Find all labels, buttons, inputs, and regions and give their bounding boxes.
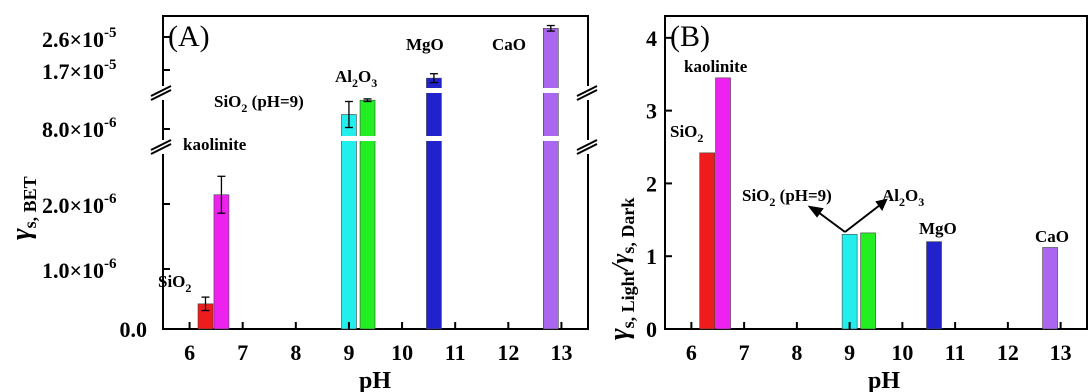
bar-label-sio2-ph9: SiO2 (pH=9) bbox=[742, 186, 832, 209]
bar-break-gap bbox=[340, 136, 358, 141]
bar-label-kaolinite: kaolinite bbox=[684, 57, 748, 76]
x-tick-label: 12 bbox=[497, 340, 519, 365]
panel-a-tag: (A) bbox=[168, 20, 210, 53]
x-tick-label: 9 bbox=[343, 340, 354, 365]
axis-break-markers bbox=[150, 85, 598, 155]
panel-b-y-ticks: 0 1 2 3 4 bbox=[646, 26, 672, 342]
y-axis-title-a: γs, BET bbox=[6, 176, 40, 240]
bar-label-al2o3: Al2O3 bbox=[882, 186, 924, 209]
y-tick-label: 2.6×10-5 bbox=[42, 25, 117, 52]
panel-b-frame bbox=[664, 15, 1088, 330]
x-axis-title-b: pH bbox=[868, 368, 900, 392]
y-tick-label: 0.0 bbox=[120, 317, 148, 342]
bar-break-gap bbox=[425, 136, 443, 141]
bar-kaolinite bbox=[213, 194, 230, 330]
bar-break-gap bbox=[542, 136, 560, 141]
y-tick-label: 4 bbox=[646, 26, 657, 51]
panel-a: (A) 0.0 1.0×10-6 2.0×10-6 8.0×10-6 1.7×1… bbox=[6, 15, 598, 392]
bar-cao bbox=[1042, 247, 1058, 330]
y-tick-marks bbox=[163, 36, 588, 330]
bar-label-mgo: MgO bbox=[406, 35, 444, 54]
bar-mgo bbox=[926, 241, 942, 330]
bar-sio2-ph-9 bbox=[841, 234, 858, 330]
y-axis-title-b: γs, Light/γs, Dark bbox=[604, 198, 638, 340]
bar-cao bbox=[543, 28, 559, 330]
x-tick-label: 7 bbox=[237, 340, 248, 365]
panel-a-frame bbox=[162, 15, 589, 330]
x-tick-label: 10 bbox=[391, 340, 413, 365]
bar-al2o3 bbox=[860, 232, 876, 330]
panel-b-tag: (B) bbox=[670, 20, 710, 53]
x-tick-label: 6 bbox=[686, 340, 697, 365]
bar-break-gap bbox=[359, 136, 377, 141]
panel-b-bars bbox=[699, 77, 1058, 330]
y-tick-label: 1.0×10-6 bbox=[42, 256, 117, 283]
panel-a-x-ticks: 6 7 8 9 10 11 12 13 bbox=[184, 322, 572, 365]
x-tick-label: 8 bbox=[791, 340, 802, 365]
bar-sio2 bbox=[699, 152, 716, 330]
bar-break-gap bbox=[542, 88, 560, 93]
bar-label-cao: CaO bbox=[1035, 227, 1069, 246]
bar-sio2-ph-9 bbox=[341, 114, 357, 330]
x-tick-label: 13 bbox=[550, 340, 572, 365]
y-tick-label: 8.0×10-6 bbox=[42, 115, 117, 142]
y-tick-label: 1.7×10-5 bbox=[42, 57, 117, 84]
y-tick-label: 1 bbox=[646, 244, 657, 269]
panel-a-bars bbox=[197, 24, 560, 330]
x-tick-label: 10 bbox=[891, 340, 913, 365]
x-tick-label: 9 bbox=[844, 340, 855, 365]
x-tick-label: 12 bbox=[997, 340, 1019, 365]
x-tick-label: 13 bbox=[1050, 340, 1072, 365]
bar-label-sio2-ph9: SiO2 (pH=9) bbox=[214, 92, 304, 115]
bar-label-sio2: SiO2 bbox=[670, 122, 703, 145]
bar-label-sio2: SiO2 bbox=[158, 272, 191, 295]
x-axis-title-a: pH bbox=[359, 368, 391, 392]
x-tick-label: 6 bbox=[184, 340, 195, 365]
panel-b-x-ticks: 6 7 8 9 10 11 12 13 bbox=[686, 322, 1072, 365]
bar-label-mgo: MgO bbox=[919, 219, 957, 238]
bar-break-gap bbox=[425, 88, 443, 93]
bar-kaolinite bbox=[715, 77, 731, 330]
y-tick-label: 3 bbox=[646, 99, 657, 124]
bar-mgo bbox=[426, 77, 442, 330]
y-tick-label: 2 bbox=[646, 171, 657, 196]
x-tick-label: 8 bbox=[290, 340, 301, 365]
y-tick-label: 0 bbox=[646, 317, 657, 342]
x-tick-label: 11 bbox=[445, 340, 466, 365]
bar-label-kaolinite: kaolinite bbox=[183, 135, 247, 154]
x-tick-label: 7 bbox=[739, 340, 750, 365]
bar-label-al2o3: Al2O3 bbox=[335, 67, 377, 90]
bar-al2o3 bbox=[359, 99, 376, 330]
annotation-arrows bbox=[807, 198, 888, 233]
bar-label-cao: CaO bbox=[492, 35, 526, 54]
x-tick-label: 11 bbox=[945, 340, 966, 365]
y-tick-label: 2.0×10-6 bbox=[42, 191, 117, 218]
